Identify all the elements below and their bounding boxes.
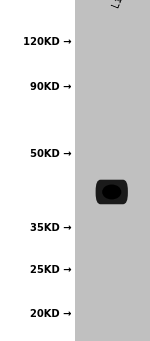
- Text: 35KD →: 35KD →: [30, 223, 72, 234]
- Text: 20KD →: 20KD →: [30, 309, 72, 319]
- Bar: [75, 0, 150, 341]
- Ellipse shape: [103, 185, 121, 199]
- Text: Liver: Liver: [110, 0, 130, 9]
- FancyBboxPatch shape: [96, 180, 128, 204]
- Text: 50KD →: 50KD →: [30, 149, 72, 159]
- Text: 25KD →: 25KD →: [30, 265, 72, 276]
- Text: 90KD →: 90KD →: [30, 82, 72, 92]
- Text: 120KD →: 120KD →: [23, 36, 72, 47]
